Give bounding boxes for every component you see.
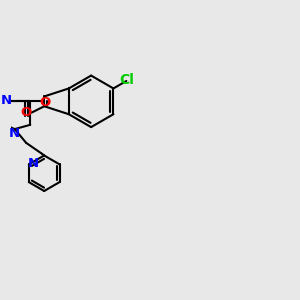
Text: Cl: Cl <box>119 74 134 87</box>
Text: N: N <box>28 157 39 170</box>
Text: N: N <box>9 127 20 140</box>
Text: O: O <box>21 106 32 119</box>
Text: N: N <box>1 94 12 107</box>
Text: O: O <box>40 96 51 109</box>
